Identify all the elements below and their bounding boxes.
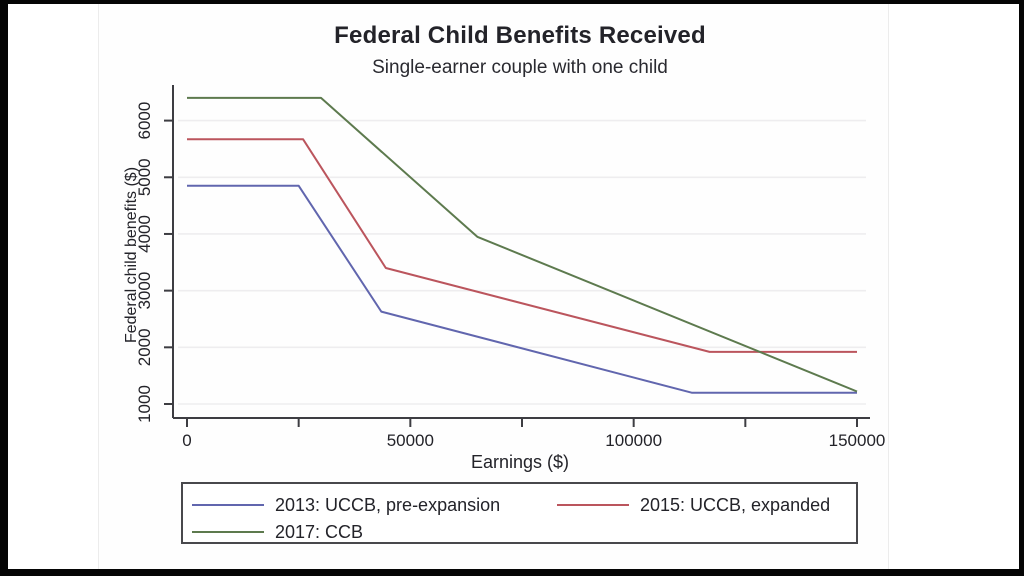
y-tick-label: 1000	[135, 385, 154, 423]
series-line-2	[187, 96, 858, 393]
y-tick-label: 5000	[135, 158, 154, 196]
x-tick-label: 150000	[829, 431, 886, 450]
legend-label-2013: 2013: UCCB, pre-expansion	[275, 495, 501, 515]
y-tick-label: 3000	[135, 272, 154, 310]
legend-item-2015: 2015: UCCB, expanded	[557, 493, 852, 517]
legend-label-2017: 2017: CCB	[275, 522, 364, 542]
x-tick-label: 50000	[387, 431, 434, 450]
legend-swatch-2017	[192, 531, 264, 533]
x-axis-title: Earnings ($)	[470, 452, 570, 472]
legend-label-2015: 2015: UCCB, expanded	[640, 495, 831, 515]
chart-subtitle: Single-earner couple with one child	[372, 57, 668, 78]
x-tick-label: 0	[182, 431, 191, 450]
legend-box: 2013: UCCB, pre-expansion 2015: UCCB, ex…	[181, 482, 858, 544]
legend-swatch-2013	[192, 504, 264, 506]
chart-title: Federal Child Benefits Received	[334, 22, 706, 49]
series-line-1	[187, 138, 857, 353]
legend-swatch-2015	[557, 504, 629, 506]
legend-item-2013: 2013: UCCB, pre-expansion	[192, 493, 522, 517]
x-tick-label: 100000	[605, 431, 662, 450]
y-tick-label: 2000	[135, 328, 154, 366]
y-axis-title: Federal child benefits ($)	[123, 166, 140, 344]
y-tick-label: 6000	[135, 102, 154, 140]
legend-item-2017: 2017: CCB	[192, 520, 522, 544]
y-tick-label: 4000	[135, 215, 154, 253]
series-line-0	[187, 184, 857, 394]
